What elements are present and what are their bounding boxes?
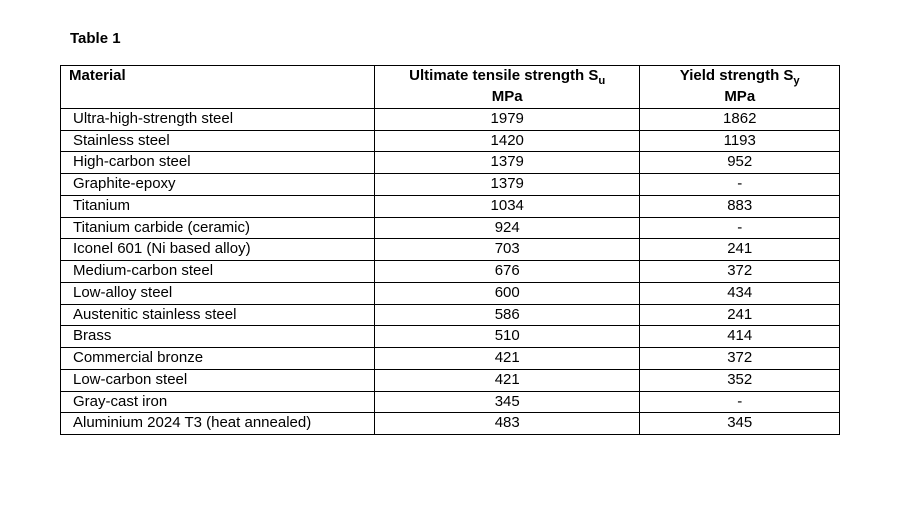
materials-table: Material Ultimate tensile strength Su MP…: [60, 65, 840, 435]
table-row: Commercial bronze421372: [61, 348, 840, 370]
table-row: Austenitic stainless steel586241: [61, 304, 840, 326]
table-row: Graphite-epoxy1379-: [61, 174, 840, 196]
table-row: Stainless steel14201193: [61, 130, 840, 152]
table-row: Ultra-high-strength steel19791862: [61, 108, 840, 130]
cell-sy: -: [640, 217, 840, 239]
table-row: Aluminium 2024 T3 (heat annealed)483345: [61, 413, 840, 435]
cell-material: Stainless steel: [61, 130, 375, 152]
col-header-su: Ultimate tensile strength Su MPa: [374, 66, 639, 109]
cell-sy: -: [640, 174, 840, 196]
cell-material: Low-carbon steel: [61, 369, 375, 391]
table-row: Low-carbon steel421352: [61, 369, 840, 391]
sy-subscript: y: [793, 75, 799, 87]
cell-sy: 352: [640, 369, 840, 391]
su-unit: MPa: [383, 88, 631, 107]
su-label-prefix: Ultimate tensile strength S: [409, 67, 598, 84]
cell-su: 421: [374, 369, 639, 391]
cell-material: Medium-carbon steel: [61, 261, 375, 283]
cell-sy: 883: [640, 195, 840, 217]
cell-material: Austenitic stainless steel: [61, 304, 375, 326]
cell-material: Aluminium 2024 T3 (heat annealed): [61, 413, 375, 435]
table-row: Gray-cast iron345-: [61, 391, 840, 413]
cell-su: 483: [374, 413, 639, 435]
cell-sy: 345: [640, 413, 840, 435]
su-subscript: u: [598, 75, 605, 87]
cell-su: 345: [374, 391, 639, 413]
cell-su: 586: [374, 304, 639, 326]
cell-su: 600: [374, 282, 639, 304]
table-row: Iconel 601 (Ni based alloy)703241: [61, 239, 840, 261]
cell-sy: 241: [640, 304, 840, 326]
table-row: High-carbon steel1379952: [61, 152, 840, 174]
table-caption: Table 1: [70, 30, 852, 47]
cell-su: 676: [374, 261, 639, 283]
cell-sy: 1193: [640, 130, 840, 152]
cell-sy: 1862: [640, 108, 840, 130]
cell-su: 1379: [374, 152, 639, 174]
cell-material: Titanium: [61, 195, 375, 217]
cell-sy: -: [640, 391, 840, 413]
col-header-sy: Yield strength Sy MPa: [640, 66, 840, 109]
table-header-row: Material Ultimate tensile strength Su MP…: [61, 66, 840, 109]
cell-su: 924: [374, 217, 639, 239]
sy-label-prefix: Yield strength S: [680, 67, 794, 84]
cell-su: 1379: [374, 174, 639, 196]
cell-sy: 414: [640, 326, 840, 348]
cell-su: 1034: [374, 195, 639, 217]
table-row: Titanium1034883: [61, 195, 840, 217]
cell-su: 510: [374, 326, 639, 348]
table-row: Titanium carbide (ceramic)924-: [61, 217, 840, 239]
cell-su: 703: [374, 239, 639, 261]
cell-material: Low-alloy steel: [61, 282, 375, 304]
cell-material: Titanium carbide (ceramic): [61, 217, 375, 239]
cell-material: High-carbon steel: [61, 152, 375, 174]
cell-su: 1979: [374, 108, 639, 130]
table-body: Ultra-high-strength steel19791862Stainle…: [61, 108, 840, 434]
table-row: Medium-carbon steel676372: [61, 261, 840, 283]
cell-material: Iconel 601 (Ni based alloy): [61, 239, 375, 261]
cell-material: Ultra-high-strength steel: [61, 108, 375, 130]
cell-su: 1420: [374, 130, 639, 152]
cell-material: Brass: [61, 326, 375, 348]
cell-su: 421: [374, 348, 639, 370]
col-header-material: Material: [61, 66, 375, 109]
cell-sy: 372: [640, 348, 840, 370]
cell-sy: 434: [640, 282, 840, 304]
table-row: Low-alloy steel600434: [61, 282, 840, 304]
table-row: Brass510414: [61, 326, 840, 348]
cell-material: Commercial bronze: [61, 348, 375, 370]
sy-unit: MPa: [648, 88, 831, 107]
cell-material: Gray-cast iron: [61, 391, 375, 413]
cell-sy: 952: [640, 152, 840, 174]
cell-sy: 372: [640, 261, 840, 283]
cell-sy: 241: [640, 239, 840, 261]
cell-material: Graphite-epoxy: [61, 174, 375, 196]
